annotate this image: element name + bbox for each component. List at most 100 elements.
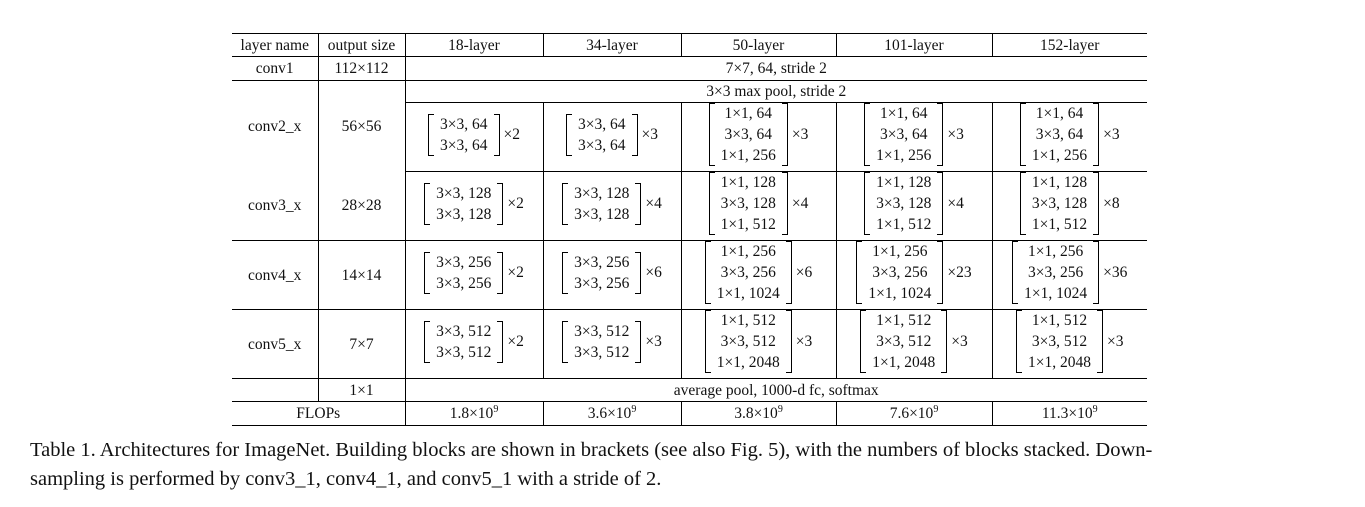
table-caption: Table 1. Architectures for ImageNet. Bui… (30, 436, 1350, 494)
conv2-block-152-bracket-group: 1×1, 64 3×3, 64 1×1, 256 ×3 (1019, 103, 1120, 166)
conv5-block-152: 1×1, 512 3×3, 512 1×1, 2048 ×3 (991, 309, 1147, 379)
conv2-block-152: 1×1, 64 3×3, 64 1×1, 256 ×3 (991, 102, 1147, 172)
block-bracket: 3×3, 128 3×3, 128 (424, 182, 504, 225)
block-lines: 3×3, 64 3×3, 64 (434, 114, 494, 156)
block-line: 1×1, 64 (880, 105, 928, 122)
block-line: 3×3, 64 (724, 126, 773, 143)
block-bracket: 3×3, 512 3×3, 512 (562, 320, 642, 363)
conv4-row: conv4_x 14×14 3×3, 256 3×3, 256 ×2 3×3, 25… (232, 240, 1147, 310)
block-line: 1×1, 2048 (1028, 354, 1091, 371)
right-bracket (1097, 310, 1103, 373)
block-lines: 3×3, 512 3×3, 512 (430, 321, 497, 363)
header-101-layer: 101-layer (835, 33, 992, 57)
left-bracket (1012, 241, 1019, 304)
right-bracket (781, 103, 788, 166)
block-lines: 3×3, 512 3×3, 512 (568, 321, 635, 363)
conv5-block-34-bracket-group: 3×3, 512 3×3, 512 ×3 (562, 320, 662, 363)
block-repeat-count: ×3 (947, 126, 964, 143)
block-bracket: 1×1, 64 3×3, 64 1×1, 256 (708, 103, 788, 166)
conv2-size: 56×56 (317, 80, 405, 172)
flops-152-exp: 9 (1092, 403, 1098, 415)
block-line: 3×3, 128 (720, 195, 776, 212)
block-bracket: 1×1, 128 3×3, 128 1×1, 512 (1019, 172, 1100, 235)
caption-line-1: Table 1. Architectures for ImageNet. Bui… (30, 439, 1153, 461)
left-bracket (1019, 103, 1026, 166)
final-spec: average pool, 1000-d fc, softmax (404, 378, 1147, 402)
conv4-block-34-bracket-group: 3×3, 256 3×3, 256 ×6 (562, 251, 662, 294)
left-bracket (424, 320, 431, 363)
block-line: 3×3, 64 (1035, 126, 1084, 143)
conv3-block-50: 1×1, 128 3×3, 128 1×1, 512 ×4 (680, 171, 836, 241)
block-lines: 1×1, 256 3×3, 256 1×1, 1024 (711, 241, 786, 304)
block-line: 1×1, 2048 (716, 354, 780, 371)
block-bracket: 1×1, 512 3×3, 512 1×1, 2048 (704, 310, 792, 373)
block-repeat-count: ×3 (645, 333, 662, 350)
conv4-size: 14×14 (317, 240, 405, 310)
block-repeat-count: ×23 (947, 264, 972, 281)
flops-34: 3.6×109 (542, 401, 681, 426)
block-bracket: 3×3, 64 3×3, 64 (566, 113, 638, 156)
conv3-block-18-bracket-group: 3×3, 128 3×3, 128 ×2 (424, 182, 524, 225)
block-line: 3×3, 256 (436, 274, 492, 292)
block-bracket: 1×1, 256 3×3, 256 1×1, 1024 (1012, 241, 1100, 304)
block-line: 1×1, 1024 (716, 285, 780, 302)
block-line: 3×3, 64 (440, 115, 488, 133)
block-bracket: 3×3, 128 3×3, 128 (562, 182, 642, 225)
conv4-name: conv4_x (232, 240, 318, 310)
flops-50-exp: 9 (777, 403, 783, 415)
block-line: 3×3, 64 (578, 115, 626, 133)
conv2-name: conv2_x (248, 117, 302, 135)
conv5-name: conv5_x (232, 309, 318, 379)
block-line: 1×1, 1024 (1024, 285, 1088, 302)
right-bracket (635, 251, 642, 294)
left-bracket (424, 182, 431, 225)
block-lines: 1×1, 128 3×3, 128 1×1, 512 (715, 172, 782, 235)
block-repeat-count: ×6 (795, 264, 813, 281)
conv2-blocks-row: 3×3, 64 3×3, 64 ×2 3×3, 64 3×3, 64 ×3 1×1, 6… (232, 102, 1147, 172)
conv5-size: 7×7 (317, 309, 405, 379)
conv4-block-101: 1×1, 256 3×3, 256 1×1, 1024 ×23 (835, 240, 992, 310)
flops-152: 11.3×109 (991, 401, 1147, 426)
block-repeat-count: ×4 (645, 195, 662, 212)
block-repeat-count: ×2 (507, 195, 524, 212)
left-bracket (704, 241, 711, 304)
block-lines: 1×1, 128 3×3, 128 1×1, 512 (1026, 172, 1093, 235)
right-bracket (1093, 103, 1100, 166)
header-layer-name: layer name (232, 33, 318, 57)
flops-101-exp: 9 (933, 403, 939, 415)
block-line: 3×3, 512 (574, 343, 630, 361)
block-line: 1×1, 256 (1031, 147, 1088, 164)
flops-34-exp: 9 (631, 403, 637, 415)
conv5-block-50-bracket-group: 1×1, 512 3×3, 512 1×1, 2048 ×3 (704, 310, 812, 373)
flops-label: FLOPs (232, 401, 405, 426)
header-output-size: output size (317, 33, 405, 57)
block-line: 3×3, 512 (720, 333, 776, 350)
left-bracket (566, 113, 572, 156)
pool-row: conv2_x 56×56 3×3 max pool, stride 2 (232, 80, 1147, 172)
block-line: 1×1, 128 (720, 174, 776, 191)
block-line: 1×1, 256 (720, 243, 776, 260)
header-152-layer: 152-layer (991, 33, 1147, 57)
conv1-spec: 7×7, 64, stride 2 (404, 56, 1147, 81)
block-bracket: 1×1, 512 3×3, 512 1×1, 2048 (1016, 310, 1103, 373)
block-line: 1×1, 512 (720, 312, 776, 329)
conv4-block-18: 3×3, 256 3×3, 256 ×2 (404, 240, 543, 310)
conv2-block-18: 3×3, 64 3×3, 64 ×2 (404, 102, 543, 172)
flops-50: 3.8×109 (680, 401, 836, 426)
conv4-block-50: 1×1, 256 3×3, 256 1×1, 1024 ×6 (680, 240, 836, 310)
conv3-block-101-bracket-group: 1×1, 128 3×3, 128 1×1, 512 ×4 (864, 172, 964, 235)
block-repeat-count: ×3 (641, 126, 659, 143)
block-line: 3×3, 256 (574, 253, 630, 271)
right-bracket (493, 113, 500, 156)
left-bracket (860, 310, 867, 373)
final-row: 1×1 average pool, 1000-d fc, softmax (232, 378, 1147, 402)
block-repeat-count: ×3 (1107, 333, 1124, 350)
conv5-block-18-bracket-group: 3×3, 512 3×3, 512 ×2 (424, 320, 524, 363)
block-line: 1×1, 512 (720, 216, 776, 233)
block-lines: 3×3, 128 3×3, 128 (430, 183, 497, 225)
final-size: 1×1 (317, 378, 405, 402)
block-line: 1×1, 256 (1028, 243, 1084, 260)
block-repeat-count: ×4 (791, 195, 809, 212)
conv2-block-18-bracket-group: 3×3, 64 3×3, 64 ×2 (428, 113, 520, 156)
conv2-pool: 3×3 max pool, stride 2 (404, 80, 1147, 103)
